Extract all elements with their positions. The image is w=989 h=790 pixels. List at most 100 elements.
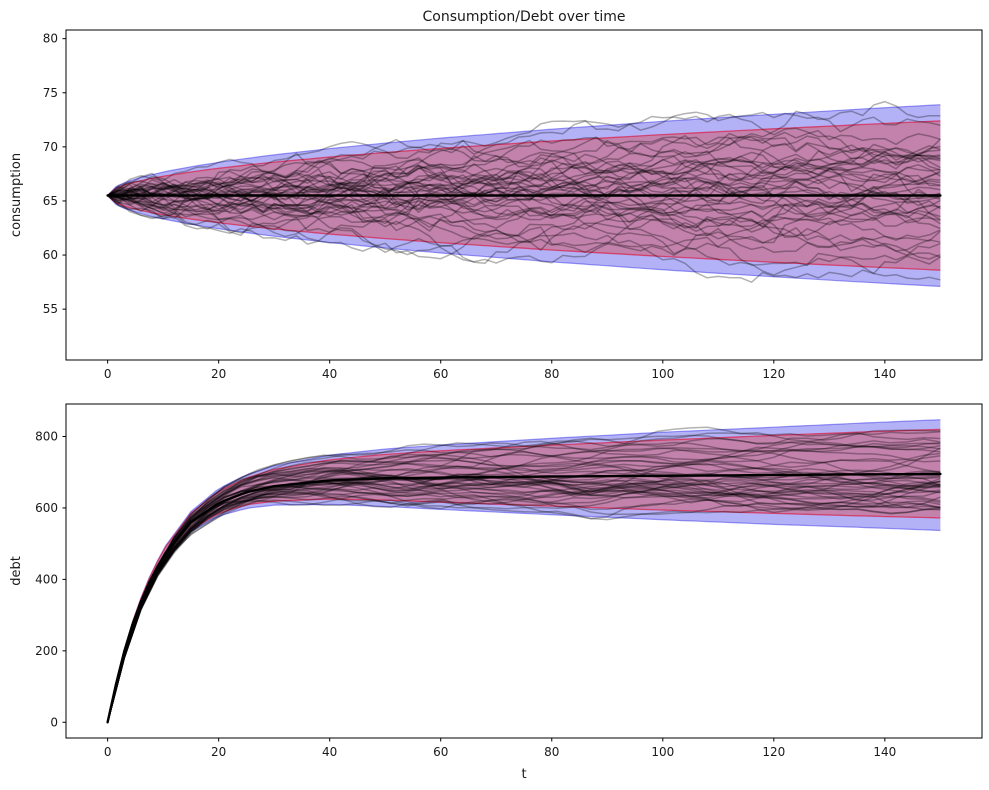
y-axis-tick-label: 200 <box>35 644 58 658</box>
x-axis-tick-label: 140 <box>873 367 896 381</box>
y-axis-tick-label: 600 <box>35 501 58 515</box>
sample-path <box>107 157 941 204</box>
chart-title: Consumption/Debt over time <box>423 9 626 25</box>
debt-axes-spine <box>65 403 983 739</box>
sample-path <box>106 455 941 723</box>
sample-path <box>106 480 941 723</box>
sample-path <box>107 145 941 201</box>
sample-path <box>107 176 941 221</box>
consumption-axes-spine <box>65 29 983 361</box>
sample-path <box>106 459 941 723</box>
sample-path <box>107 166 941 238</box>
sample-path <box>107 175 941 276</box>
y-axis-tick-label: 75 <box>43 86 58 100</box>
y-axis-tick-label: 800 <box>35 430 58 444</box>
confidence-band-outer <box>107 419 941 723</box>
sample-path <box>107 113 941 206</box>
debt-plot-content <box>106 419 942 724</box>
sample-path <box>107 111 941 198</box>
x-axis-tick-label: 40 <box>322 367 337 381</box>
x-axis-tick-label: 40 <box>322 745 337 759</box>
sample-path <box>107 173 941 220</box>
sample-path <box>107 155 941 214</box>
sample-path <box>106 442 941 723</box>
sample-path <box>106 426 941 723</box>
sample-path <box>107 176 941 241</box>
band-inner-lower-edge <box>107 195 941 271</box>
sample-path <box>107 157 941 198</box>
sample-path <box>106 441 941 723</box>
sample-path <box>107 194 941 260</box>
sample-path <box>106 472 941 723</box>
debt-y-axis-label: debt <box>9 556 24 586</box>
x-axis-tick-label: 20 <box>211 745 226 759</box>
y-axis-tick-label: 60 <box>43 248 58 262</box>
x-axis-label: t <box>521 767 526 782</box>
y-axis-tick-label: 400 <box>35 572 58 586</box>
y-axis-tick-label: 0 <box>50 715 58 729</box>
band-outer-upper-edge <box>107 104 941 196</box>
sample-path <box>106 449 941 723</box>
sample-path <box>107 150 941 208</box>
sample-path <box>107 158 941 201</box>
x-axis-tick-label: 120 <box>762 745 785 759</box>
debt-axis-ticks: 0 20 40 60 80 100 120 140 0 200 400 600 800 <box>35 430 896 759</box>
sample-path <box>106 454 941 723</box>
sample-path <box>107 164 941 200</box>
sample-path <box>106 481 941 723</box>
x-axis-tick-label: 80 <box>544 367 559 381</box>
sample-path <box>107 146 941 218</box>
sample-path <box>107 157 941 218</box>
sample-path <box>106 466 941 723</box>
mean-line <box>106 472 942 724</box>
x-axis-tick-label: 140 <box>873 745 896 759</box>
sample-path <box>106 463 941 723</box>
sample-path <box>106 485 941 723</box>
sample-path <box>107 147 941 197</box>
sample-path <box>107 164 941 231</box>
sample-path <box>107 179 941 216</box>
y-axis-tick-label: 65 <box>43 194 58 208</box>
sample-path <box>106 451 941 723</box>
x-axis-tick-label: 60 <box>433 745 448 759</box>
confidence-band-inner <box>107 429 941 723</box>
sample-path <box>106 490 941 723</box>
sample-path <box>106 431 941 723</box>
band-outer-upper-edge <box>107 419 941 723</box>
consumption-y-axis-label: consumption <box>9 153 24 237</box>
sample-path <box>106 489 941 723</box>
sample-path <box>107 194 941 283</box>
sample-path <box>107 135 941 207</box>
band-outer-lower-edge <box>107 503 941 723</box>
sample-path <box>107 171 941 260</box>
sample-path <box>107 181 941 237</box>
sample-path <box>106 477 941 723</box>
band-inner-upper-edge <box>107 120 941 196</box>
sample-path <box>106 470 941 723</box>
sample-path <box>107 135 941 197</box>
consumption-plot-content <box>106 100 942 287</box>
sample-path <box>106 444 941 723</box>
sample-path <box>106 469 941 723</box>
sample-path <box>106 437 941 723</box>
sample-path <box>107 136 941 215</box>
sample-path <box>107 157 941 207</box>
band-outer-lower-edge <box>107 195 941 287</box>
sample-path <box>106 479 941 723</box>
sample-path <box>106 480 941 723</box>
sample-path <box>107 159 941 221</box>
sample-path <box>106 481 941 723</box>
sample-path <box>107 179 941 228</box>
debt-subplot: 0 20 40 60 80 100 120 140 0 200 400 600 800 debt t <box>9 403 983 782</box>
sample-path <box>106 481 941 723</box>
sample-path <box>106 474 941 723</box>
sample-path <box>107 191 941 255</box>
sample-path <box>106 429 941 723</box>
y-axis-tick-label: 80 <box>43 32 58 46</box>
band-inner-lower-edge <box>106 498 941 723</box>
x-axis-tick-label: 100 <box>651 367 674 381</box>
sample-path <box>107 164 941 215</box>
sample-path <box>106 447 941 723</box>
